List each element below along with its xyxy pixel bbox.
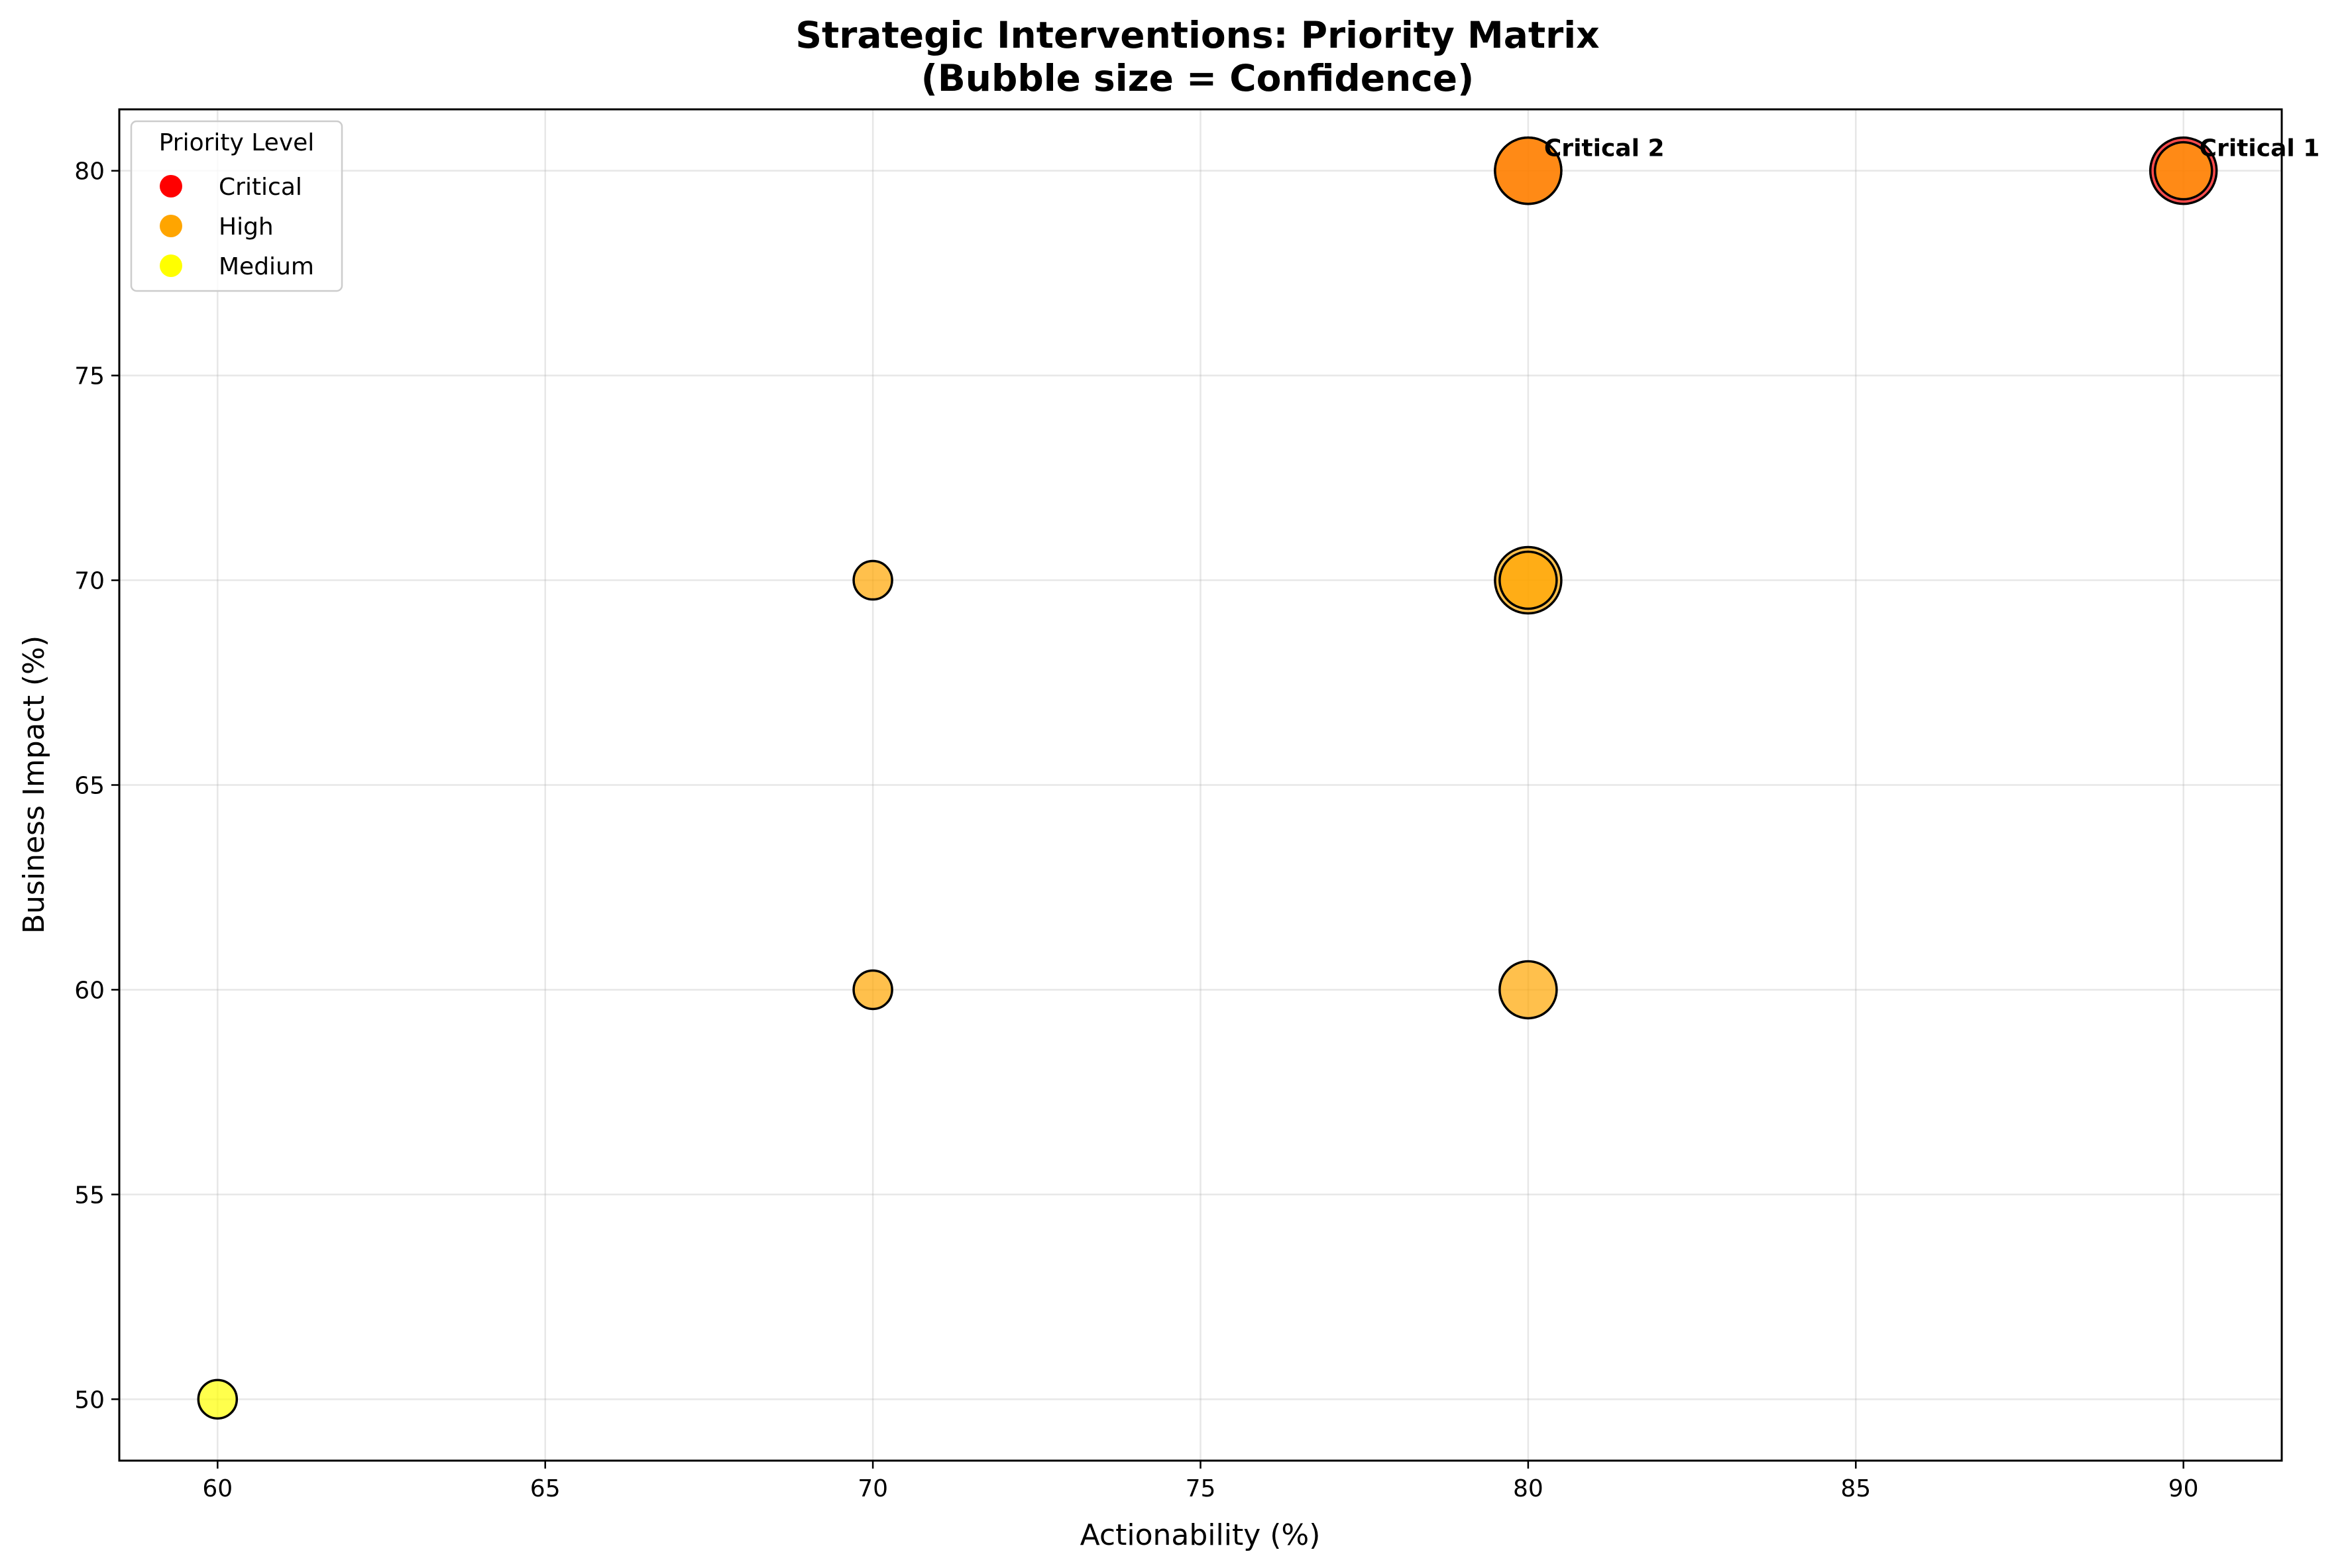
legend-label-critical: Critical (219, 174, 302, 201)
legend-box (130, 120, 343, 292)
y-tick-label: 70 (74, 568, 105, 595)
x-tick-label: 90 (2168, 1475, 2199, 1502)
legend: Priority Level Critical High Medium (130, 120, 343, 292)
data-point-high (852, 559, 893, 601)
axis-ticks: 60 65 70 75 80 85 90 50 55 60 65 70 75 80 (74, 158, 2198, 1502)
x-tick-label: 85 (1840, 1475, 1871, 1502)
point-annotation: Critical 1 (2200, 135, 2320, 162)
legend-marker-medium (160, 254, 182, 277)
x-tick-label: 65 (530, 1475, 561, 1502)
grid (119, 109, 2282, 1461)
y-tick-label: 50 (74, 1386, 105, 1414)
data-point-high (852, 969, 893, 1011)
data-point-medium (197, 1378, 239, 1420)
y-tick-label: 80 (74, 158, 105, 186)
data-point-high (1498, 550, 1558, 610)
y-tick-label: 60 (74, 977, 105, 1004)
x-tick-label: 70 (858, 1475, 888, 1502)
data-point-high (1494, 136, 1563, 205)
legend-label-medium: Medium (219, 253, 314, 280)
annotations: Critical 1 Critical 2 (1544, 135, 2320, 162)
x-axis-label: Actionability (%) (1080, 1518, 1321, 1552)
y-tick-label: 75 (74, 363, 105, 390)
y-tick-label: 55 (74, 1182, 105, 1209)
chart-title: Strategic Interventions: Priority Matrix (795, 14, 1599, 56)
legend-title: Priority Level (159, 129, 315, 156)
x-tick-label: 75 (1186, 1475, 1216, 1502)
point-annotation: Critical 2 (1544, 135, 1665, 162)
legend-label-high: High (219, 213, 274, 241)
data-points (197, 136, 2218, 1420)
y-tick-label: 65 (74, 773, 105, 800)
y-axis-label: Business Impact (%) (17, 636, 51, 934)
legend-marker-critical (160, 175, 182, 197)
x-tick-label: 60 (202, 1475, 233, 1502)
x-tick-label: 80 (1513, 1475, 1543, 1502)
data-point-high (2153, 140, 2213, 201)
chart-subtitle: (Bubble size = Confidence) (921, 57, 1474, 99)
data-point-high (1498, 960, 1558, 1020)
legend-marker-high (160, 215, 182, 237)
